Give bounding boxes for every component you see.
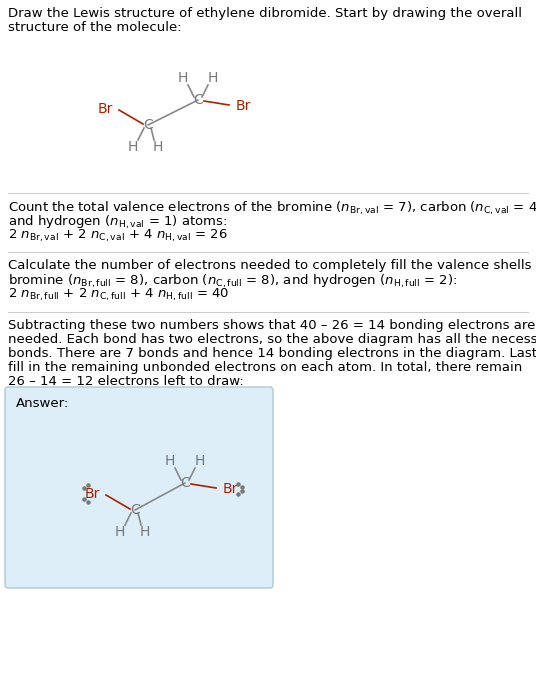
Text: H: H (165, 454, 175, 468)
FancyBboxPatch shape (5, 387, 273, 588)
Text: Subtracting these two numbers shows that 40 – 26 = 14 bonding electrons are: Subtracting these two numbers shows that… (8, 319, 535, 332)
Text: H: H (195, 454, 205, 468)
Text: needed. Each bond has two electrons, so the above diagram has all the necessary: needed. Each bond has two electrons, so … (8, 333, 536, 346)
Text: and hydrogen ($n_{\rm H,val}$ = 1) atoms:: and hydrogen ($n_{\rm H,val}$ = 1) atoms… (8, 214, 227, 231)
Text: C: C (193, 93, 203, 107)
Text: H: H (178, 71, 188, 85)
Text: bromine ($n_{\rm Br,full}$ = 8), carbon ($n_{\rm C,full}$ = 8), and hydrogen ($n: bromine ($n_{\rm Br,full}$ = 8), carbon … (8, 273, 457, 290)
Text: Draw the Lewis structure of ethylene dibromide. Start by drawing the overall: Draw the Lewis structure of ethylene dib… (8, 7, 522, 20)
Text: H: H (208, 71, 218, 85)
Text: Calculate the number of electrons needed to completely fill the valence shells f: Calculate the number of electrons needed… (8, 259, 536, 272)
Text: Br: Br (235, 99, 251, 113)
Text: 2 $n_{\rm Br,val}$ + 2 $n_{\rm C,val}$ + 4 $n_{\rm H,val}$ = 26: 2 $n_{\rm Br,val}$ + 2 $n_{\rm C,val}$ +… (8, 228, 228, 244)
Text: Count the total valence electrons of the bromine ($n_{\rm Br,val}$ = 7), carbon : Count the total valence electrons of the… (8, 200, 536, 218)
Text: H: H (140, 525, 150, 539)
Text: C: C (180, 476, 190, 490)
Text: Br: Br (84, 487, 100, 501)
Text: H: H (153, 140, 163, 154)
Text: structure of the molecule:: structure of the molecule: (8, 21, 182, 34)
Text: 26 – 14 = 12 electrons left to draw:: 26 – 14 = 12 electrons left to draw: (8, 375, 244, 388)
Text: C: C (143, 118, 153, 132)
Text: H: H (128, 140, 138, 154)
Text: 2 $n_{\rm Br,full}$ + 2 $n_{\rm C,full}$ + 4 $n_{\rm H,full}$ = 40: 2 $n_{\rm Br,full}$ + 2 $n_{\rm C,full}$… (8, 287, 229, 303)
Text: Br: Br (222, 482, 237, 496)
Text: bonds. There are 7 bonds and hence 14 bonding electrons in the diagram. Lastly,: bonds. There are 7 bonds and hence 14 bo… (8, 347, 536, 360)
Text: C: C (130, 503, 140, 517)
Text: H: H (115, 525, 125, 539)
Text: fill in the remaining unbonded electrons on each atom. In total, there remain: fill in the remaining unbonded electrons… (8, 361, 522, 374)
Text: Answer:: Answer: (16, 397, 69, 410)
Text: Br: Br (98, 102, 113, 116)
